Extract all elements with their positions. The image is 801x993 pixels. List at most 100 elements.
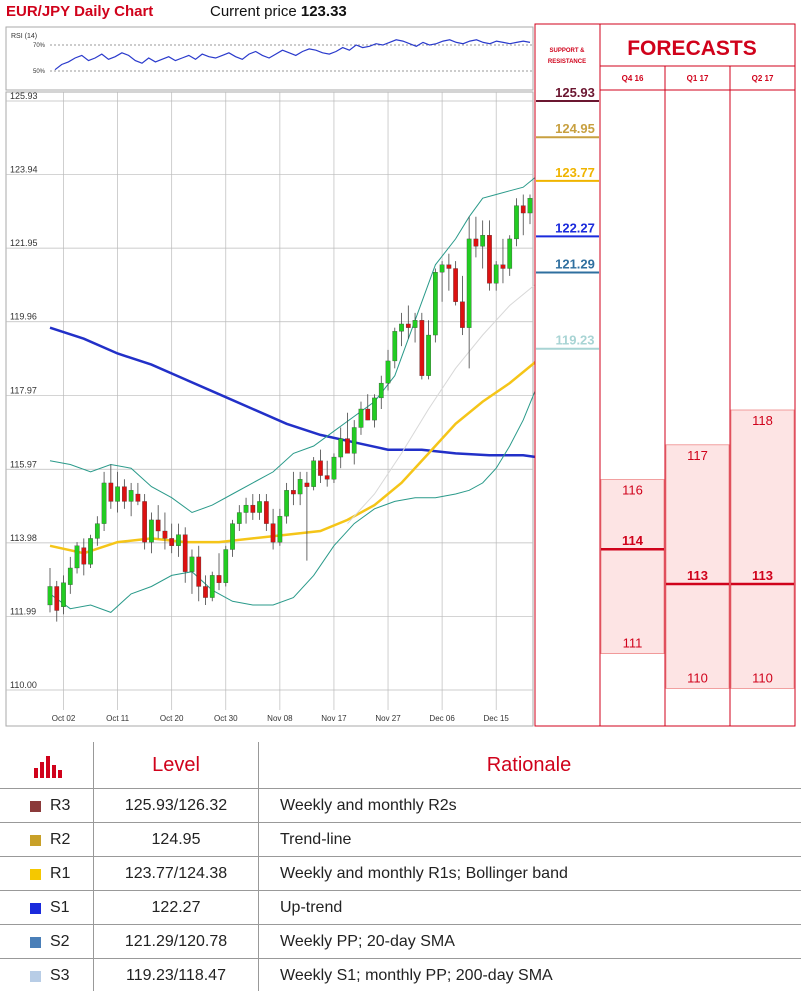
current-price: Current price 123.33	[210, 3, 347, 20]
candle-body	[243, 504, 249, 513]
overlay-line-1	[49, 359, 538, 555]
level-color-swatch	[30, 835, 41, 846]
plot-frame	[5, 91, 534, 727]
level-rationale: Weekly and monthly R1s; Bollinger band	[280, 865, 568, 882]
y-tick-label: 110.00	[10, 680, 37, 690]
x-tick-label: Oct 20	[160, 714, 184, 723]
candle-body	[473, 238, 479, 247]
forecast-low-label: 110	[752, 670, 773, 685]
candle-body	[257, 501, 262, 513]
level-name: R1	[50, 865, 71, 882]
candle-body	[378, 382, 384, 399]
forecast-range-box	[730, 409, 795, 689]
level-name: S2	[50, 933, 70, 950]
candle-body	[135, 493, 141, 502]
sr-level-label: 122.27	[555, 220, 595, 235]
candle-body	[487, 235, 492, 284]
candle-body	[514, 205, 519, 240]
candle-body	[520, 205, 526, 214]
sr-heading-line1: SUPPORT &	[549, 48, 585, 54]
overlay-lines	[49, 175, 538, 613]
candle-body	[277, 516, 283, 543]
candle-body	[155, 519, 161, 532]
candlesticks	[47, 194, 533, 622]
candle-body	[500, 264, 506, 269]
sr-level-label: 123.77	[555, 165, 595, 180]
level-rationale: Trend-line	[280, 831, 352, 848]
candle-body	[466, 238, 472, 328]
candle-body	[426, 334, 431, 376]
candle-body	[439, 264, 445, 273]
candle-body	[351, 427, 357, 454]
forecast-high-label: 117	[687, 448, 708, 463]
level-color-swatch	[30, 937, 41, 948]
y-tick-label: 115.97	[10, 459, 37, 469]
rsi-level-70: 70%	[33, 43, 46, 49]
y-tick-label: 125.93	[10, 91, 38, 101]
level-value: 119.23/118.47	[126, 967, 226, 984]
y-tick-label: 121.95	[10, 238, 38, 248]
x-tick-label: Dec 15	[484, 714, 510, 723]
forecast-high-label: 116	[622, 483, 643, 498]
table-header-level: Level	[152, 754, 200, 776]
table-row: S1 122.27 Up-trend	[0, 890, 801, 925]
y-tick-label: 119.96	[10, 312, 37, 322]
forecasts-panel: FORECASTS Q4 16 116 114 111 Q1 17 117 113 110 Q2…	[599, 23, 796, 727]
forecast-range-box	[665, 444, 730, 689]
candle-body	[345, 438, 350, 454]
candle-body	[480, 235, 486, 247]
candle-body	[405, 323, 411, 328]
sr-heading-line2: RESISTANCE	[548, 59, 586, 65]
levels-table: Level Rationale R3 125.93/126.32 Weekly an…	[0, 742, 801, 991]
candle-body	[162, 530, 168, 539]
candle-body	[385, 360, 391, 384]
candle-body	[108, 482, 114, 502]
candle-body	[230, 523, 235, 550]
overlay-line-2	[347, 282, 538, 524]
candle-body	[216, 575, 222, 583]
x-tick-labels: Oct 02 Oct 11 Oct 20 Oct 30 Nov 08 Nov 17 Nov …	[52, 714, 510, 723]
candle-body	[311, 460, 317, 487]
candle-body	[74, 545, 80, 569]
candle-body	[331, 456, 337, 480]
candle-body	[527, 198, 533, 214]
candle-body	[433, 272, 438, 336]
level-rationale: Weekly S1; monthly PP; 200-day SMA	[280, 967, 553, 984]
sr-frame	[534, 23, 601, 727]
x-tick-label: Oct 30	[214, 714, 238, 723]
level-value: 121.29/120.78	[124, 933, 228, 950]
level-name: R2	[50, 831, 71, 848]
forecast-range-box	[600, 479, 665, 655]
x-tick-label: Nov 08	[267, 714, 293, 723]
x-tick-label: Oct 11	[106, 714, 130, 723]
level-value: 124.95	[151, 831, 201, 848]
candle-body	[304, 482, 310, 487]
table-row: S3 119.23/118.47 Weekly S1; monthly PP; 20…	[0, 958, 801, 993]
forecast-median-label: 113	[687, 568, 708, 583]
bar-chart-icon	[34, 756, 64, 778]
candle-body	[203, 586, 208, 598]
sr-level-label: 125.93	[555, 85, 595, 100]
y-tick-label: 113.98	[10, 533, 37, 543]
overlay-line-0	[49, 326, 537, 459]
candle-body	[270, 523, 276, 543]
overlay-line-3	[49, 175, 538, 514]
candle-body	[446, 264, 452, 269]
candle-body	[263, 501, 269, 524]
candle-body	[149, 519, 154, 543]
candle-body	[250, 504, 256, 513]
candle-body	[54, 586, 60, 611]
table-header-rationale: Rationale	[486, 754, 572, 776]
candle-body	[169, 538, 175, 546]
current-price-label: Current price	[210, 3, 297, 20]
table-row: R3 125.93/126.32 Weekly and monthly R2s	[0, 788, 801, 823]
table-header: Level Rationale	[0, 742, 801, 788]
candle-body	[115, 486, 120, 502]
forecast-median-label: 114	[622, 533, 644, 548]
candle-body	[196, 556, 202, 587]
candle-body	[365, 408, 371, 421]
candle-body	[453, 268, 458, 302]
forecasts-heading: FORECASTS	[627, 37, 757, 60]
level-rationale: Up-trend	[280, 899, 343, 916]
candle-body	[88, 538, 93, 565]
